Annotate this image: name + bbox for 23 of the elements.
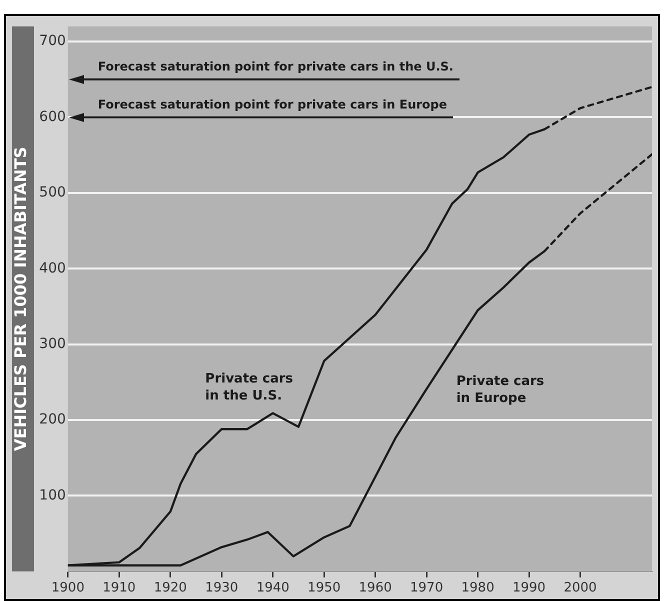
y-tick-label: 300 [39, 336, 66, 352]
x-tick-label: 1920 [154, 580, 187, 596]
x-tick-label: 1940 [256, 580, 290, 596]
ref-line-label: Forecast saturation point for private cars in the U.S. [98, 60, 454, 74]
y-axis-title: VEHICLES PER 1000 INHABITANTS [10, 146, 30, 452]
y-tick-label: 500 [39, 184, 66, 201]
ref-line-label: Forecast saturation point for private cars in Europe [98, 97, 448, 112]
x-tick-label: 1960 [358, 580, 392, 596]
x-tick-label: 1970 [410, 580, 444, 596]
x-tick-label: 2000 [564, 580, 597, 596]
y-tick-label: 700 [39, 33, 66, 50]
y-tick-label: 600 [39, 108, 66, 125]
x-tick-label: 1910 [102, 580, 136, 596]
annotation: Private cars in the U.S. [205, 371, 294, 404]
annotation: Private cars in Europe [456, 374, 544, 406]
y-tick-label: 400 [39, 260, 66, 276]
x-tick-label: 1990 [512, 580, 546, 596]
y-tick-label: 200 [39, 412, 66, 428]
y-tick-label: 100 [39, 487, 66, 504]
x-tick-label: 1980 [461, 580, 494, 596]
x-tick-label: 1930 [205, 580, 238, 596]
x-tick-label: 1950 [308, 580, 341, 596]
x-tick-label: 1900 [51, 580, 84, 596]
